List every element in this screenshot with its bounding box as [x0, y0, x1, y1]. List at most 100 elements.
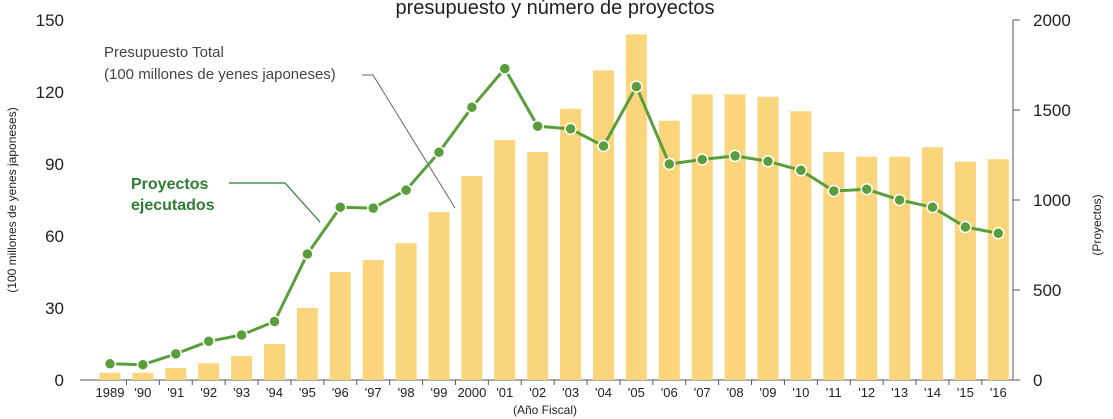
bar — [757, 96, 779, 381]
x-tick-label: '93 — [233, 385, 250, 400]
line-point — [827, 184, 841, 198]
line-point — [301, 247, 314, 261]
x-tick-label: '12 — [858, 385, 875, 400]
bar — [987, 159, 1009, 380]
bar — [922, 147, 943, 380]
line-point — [728, 149, 742, 163]
line-point — [992, 227, 1005, 240]
line-point — [498, 62, 512, 75]
right-tick-label: 1000 — [1033, 191, 1071, 210]
line-point — [103, 357, 117, 371]
bar — [527, 152, 549, 380]
line-point — [136, 358, 150, 371]
x-tick-label: '03 — [562, 385, 579, 400]
x-tick-label: '94 — [266, 385, 283, 400]
line-point — [432, 146, 446, 159]
series-line — [109, 67, 999, 367]
line-point — [235, 328, 248, 342]
x-tick-label: '06 — [661, 385, 678, 400]
x-tick-label: '04 — [595, 385, 612, 400]
bar — [165, 368, 187, 380]
x-tick-label: '07 — [694, 385, 711, 400]
left-axis: 0 30 60 90 120 150 — [36, 11, 64, 390]
line-point — [926, 200, 939, 214]
line-annotation-leader — [229, 182, 321, 223]
right-tick-label: 500 — [1033, 281, 1061, 300]
right-axis: 0 500 1000 1500 2000 — [1013, 11, 1071, 390]
line-point — [794, 164, 808, 177]
line-point — [860, 182, 873, 196]
line-point — [334, 200, 347, 214]
bar-annotation-line1: Presupuesto Total — [104, 44, 224, 61]
left-axis-title: (100 millones de yenes japoneses) — [5, 107, 19, 292]
bar — [856, 156, 878, 380]
x-tick-label: '01 — [496, 385, 513, 400]
bar — [494, 140, 516, 380]
x-tick-label: '08 — [727, 385, 744, 400]
x-tick-label: 2000 — [457, 385, 486, 400]
right-tick-label: 1500 — [1033, 101, 1071, 120]
line-point — [465, 101, 479, 114]
bar — [461, 176, 483, 380]
right-axis-title: (Proyectos) — [1090, 194, 1104, 255]
bar — [428, 212, 450, 380]
line-annotation-line1: Proyectos — [131, 176, 208, 193]
x-tick-label: '92 — [200, 385, 217, 400]
bar-annotation-line2: (100 millones de yenes japoneses) — [104, 66, 336, 83]
x-tick-label: '15 — [957, 385, 974, 400]
line-point — [366, 201, 380, 215]
x-tick-label: '10 — [792, 385, 809, 400]
bar — [593, 70, 614, 381]
bar — [691, 94, 713, 381]
x-tick-label: '99 — [431, 385, 448, 400]
line-annotation-line2: ejecutados — [131, 197, 215, 214]
line-point — [564, 122, 577, 136]
bar — [231, 356, 253, 380]
x-tick-label: '05 — [628, 385, 645, 400]
bar — [954, 161, 976, 380]
left-tick-label: 60 — [45, 227, 64, 246]
left-tick-label: 30 — [45, 299, 64, 318]
x-tick-label: '11 — [826, 385, 842, 400]
x-tick-label: '02 — [529, 385, 546, 400]
x-tick-label: '90 — [134, 385, 151, 400]
bar — [724, 94, 746, 381]
x-tick-label: '91 — [167, 385, 184, 400]
bar — [395, 243, 417, 380]
bar — [823, 152, 845, 380]
bar — [889, 156, 911, 380]
bar — [198, 363, 220, 380]
annotation-leaders — [229, 74, 456, 223]
bar — [264, 344, 285, 380]
x-tick-label: '97 — [365, 385, 382, 400]
line-point — [695, 153, 709, 166]
left-tick-label: 90 — [45, 155, 64, 174]
bar — [560, 108, 582, 381]
bar — [362, 260, 384, 380]
bar — [625, 34, 647, 381]
bar — [296, 308, 318, 380]
x-axis-title: (Año Fiscal) — [513, 403, 577, 417]
line-point — [169, 347, 183, 361]
line-point — [597, 139, 610, 153]
bar — [329, 272, 351, 380]
x-tick-label: '09 — [760, 385, 777, 400]
left-tick-label: 150 — [36, 11, 64, 30]
line-point — [893, 193, 906, 207]
bar — [658, 120, 680, 381]
left-tick-label: 120 — [36, 83, 64, 102]
line-point — [761, 155, 775, 168]
line-point — [663, 157, 676, 171]
line-point — [630, 80, 643, 93]
bar — [790, 111, 812, 380]
x-tick-label: '13 — [891, 385, 908, 400]
right-tick-label: 2000 — [1033, 11, 1071, 30]
x-tick-label: '98 — [398, 385, 415, 400]
line-point — [959, 220, 972, 234]
chart-title: presupuesto y número de proyectos — [395, 0, 714, 19]
line-point — [202, 335, 215, 348]
x-tick-label: '14 — [924, 385, 941, 400]
x-tick-label: 1989 — [96, 385, 125, 400]
x-tick-label: '96 — [332, 385, 349, 400]
